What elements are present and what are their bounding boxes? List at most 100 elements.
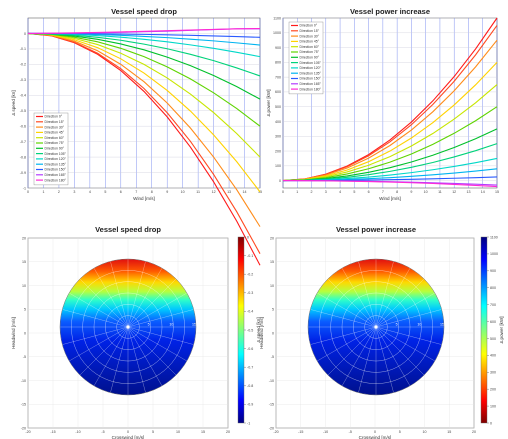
legend-entry: Direction 90° (300, 56, 320, 60)
legend-entry: Direction 120° (45, 157, 67, 161)
x-tick-label: 12 (452, 190, 456, 194)
y-tick-label: -0.2 (20, 63, 26, 67)
y-tick-label: -0.5 (20, 109, 26, 113)
x-tick-label: 3 (73, 190, 75, 194)
x-tick-label: 8 (151, 190, 153, 194)
x-tick-label: 9 (166, 190, 168, 194)
x-tick-label: -5 (101, 430, 104, 434)
y-axis-label: Headwind [m/s] (259, 317, 264, 349)
legend-entry: Direction 180° (300, 87, 322, 91)
colorbar-tick-label: -0.9 (247, 403, 253, 407)
y-tick-label: -5 (23, 355, 26, 359)
legend-entry: Direction 120° (300, 66, 322, 70)
x-tick-label: 10 (424, 190, 428, 194)
polar-spoke (110, 261, 129, 328)
polar-center (374, 325, 378, 329)
polar-spoke (341, 326, 377, 386)
x-tick-label: 14 (243, 190, 247, 194)
legend-entry: Direction 45° (45, 131, 65, 135)
y-tick-label: -5 (271, 355, 274, 359)
polar-spoke (127, 326, 187, 362)
legend: Direction 0°Direction 15°Direction 30° Di… (288, 21, 324, 95)
colorbar-gradient (237, 236, 245, 424)
legend-entry: Direction 75° (45, 141, 65, 145)
legend-entry: Direction 0° (300, 24, 318, 28)
polar-ring-label: 5 (148, 323, 150, 327)
x-tick-label: 7 (135, 190, 137, 194)
y-tick-label: -1 (23, 186, 26, 190)
x-axis-label: Wind [m/s] (133, 196, 155, 201)
polar-spoke (93, 326, 129, 386)
colorbar-tick-label: -0.4 (247, 310, 253, 314)
x-tick-label: 13 (466, 190, 470, 194)
x-tick-label: 15 (201, 430, 205, 434)
polar-spoke (310, 326, 377, 345)
x-tick-label: 8 (396, 190, 398, 194)
colorbar-tick-label: 0 (490, 421, 492, 425)
x-tick-label: -10 (75, 430, 80, 434)
colorbar-tick-label: 200 (490, 387, 496, 391)
x-tick-label: -20 (25, 430, 30, 434)
polar-spoke (127, 326, 177, 376)
colorbar-label: Δ speed [kn] (256, 317, 261, 342)
colorbar-tick-label: -0.2 (247, 273, 253, 277)
polar-spoke (375, 326, 435, 362)
y-tick-label: -10 (21, 379, 26, 383)
y-axis-label: Δ power [kW] (266, 89, 271, 116)
polar-spoke (375, 326, 425, 376)
line-chart-1: 0 1 2 3 4 5 6 7 8 9 10 11 12 13 14 150-0.1-0.2-0.3-0.4-… (11, 7, 262, 266)
legend-entry: Direction 60° (300, 45, 320, 49)
x-tick-label: -20 (273, 430, 278, 434)
legend-entry: Direction 30° (300, 34, 320, 38)
polar-spoke (358, 326, 377, 393)
polar-spoke (127, 261, 146, 328)
x-tick-label: 15 (495, 190, 499, 194)
y-tick-label: 10 (270, 284, 274, 288)
x-tick-label: 7 (382, 190, 384, 194)
chart-title: Vessel power increase (350, 7, 430, 16)
colorbar-tick-label: -0.6 (247, 347, 253, 351)
x-tick-label: 10 (423, 430, 427, 434)
y-tick-label: 15 (22, 260, 26, 264)
legend-entry: Direction 0° (45, 115, 63, 119)
colorbar-tick-label: 400 (490, 354, 496, 358)
legend-box (288, 21, 324, 95)
polar-spoke (127, 326, 194, 345)
polar-spoke (375, 278, 425, 328)
colorbar-label: Δ power [kW] (499, 316, 504, 343)
x-tick-label: 15 (258, 190, 262, 194)
polar-spoke (375, 326, 394, 393)
series-line (282, 180, 498, 188)
y-tick-label: 700 (275, 75, 281, 79)
polar-spoke (317, 292, 377, 328)
y-tick-label: 15 (270, 260, 274, 264)
x-tick-label: 10 (176, 430, 180, 434)
y-tick-label: 10 (22, 284, 26, 288)
y-tick-label: 600 (275, 90, 281, 94)
series-line (27, 32, 261, 158)
legend-entry: Direction 30° (45, 125, 65, 129)
x-tick-label: 5 (152, 430, 154, 434)
polar-spoke (62, 326, 129, 345)
series-line (282, 61, 498, 182)
chart-title: Vessel power increase (336, 225, 416, 234)
colorbar: 0 100 200 300 400 500 600 700 800 900 1000 1100 Δ po… (480, 235, 504, 425)
y-tick-label: 100 (275, 164, 281, 168)
colorbar-tick-label: 600 (490, 320, 496, 324)
y-tick-label: 0 (272, 331, 274, 335)
series-line (282, 39, 498, 182)
polar-spoke (310, 309, 377, 328)
x-tick-label: 4 (89, 190, 91, 194)
x-tick-label: 2 (311, 190, 313, 194)
legend-entry: Direction 135° (300, 71, 322, 75)
colorbar-tick-label: 500 (490, 337, 496, 341)
legend-entry: Direction 60° (45, 136, 65, 140)
x-tick-label: 3 (325, 190, 327, 194)
y-tick-label: 500 (275, 105, 281, 109)
polar-spoke (375, 292, 435, 328)
y-tick-label: -0.6 (20, 124, 26, 128)
polar-spoke (69, 292, 129, 328)
chart-title: Vessel speed drop (95, 225, 161, 234)
x-tick-label: -5 (349, 430, 352, 434)
